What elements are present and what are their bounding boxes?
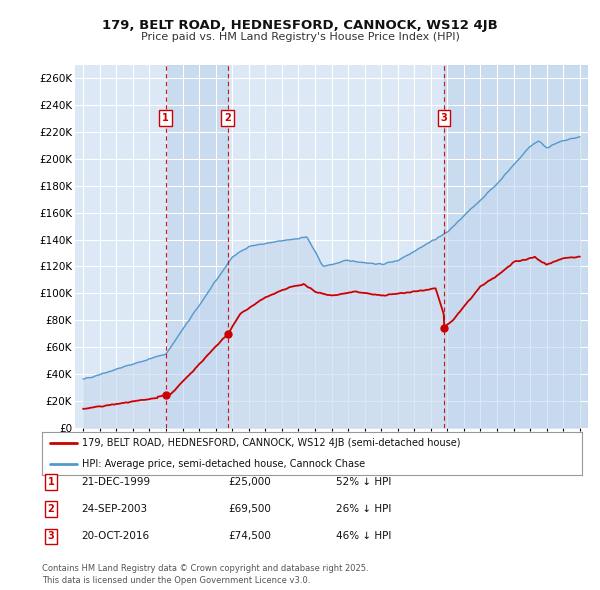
Text: Contains HM Land Registry data © Crown copyright and database right 2025.
This d: Contains HM Land Registry data © Crown c… [42, 565, 368, 585]
Text: 24-SEP-2003: 24-SEP-2003 [81, 504, 147, 514]
Text: 46% ↓ HPI: 46% ↓ HPI [336, 532, 391, 541]
Text: 2: 2 [224, 113, 231, 123]
Text: 2: 2 [47, 504, 55, 514]
Text: Price paid vs. HM Land Registry's House Price Index (HPI): Price paid vs. HM Land Registry's House … [140, 32, 460, 42]
Bar [444, 65, 588, 428]
Text: 52% ↓ HPI: 52% ↓ HPI [336, 477, 391, 487]
Text: 3: 3 [440, 113, 448, 123]
Text: 1: 1 [47, 477, 55, 487]
Text: 179, BELT ROAD, HEDNESFORD, CANNOCK, WS12 4JB (semi-detached house): 179, BELT ROAD, HEDNESFORD, CANNOCK, WS1… [83, 438, 461, 448]
Text: £74,500: £74,500 [228, 532, 271, 541]
Text: 3: 3 [47, 532, 55, 541]
Text: HPI: Average price, semi-detached house, Cannock Chase: HPI: Average price, semi-detached house,… [83, 460, 365, 469]
Text: 179, BELT ROAD, HEDNESFORD, CANNOCK, WS12 4JB: 179, BELT ROAD, HEDNESFORD, CANNOCK, WS1… [102, 19, 498, 32]
Text: £25,000: £25,000 [228, 477, 271, 487]
Text: 21-DEC-1999: 21-DEC-1999 [81, 477, 150, 487]
Text: £69,500: £69,500 [228, 504, 271, 514]
Text: 1: 1 [162, 113, 169, 123]
Text: 20-OCT-2016: 20-OCT-2016 [81, 532, 149, 541]
Text: 26% ↓ HPI: 26% ↓ HPI [336, 504, 391, 514]
Bar [166, 65, 228, 428]
